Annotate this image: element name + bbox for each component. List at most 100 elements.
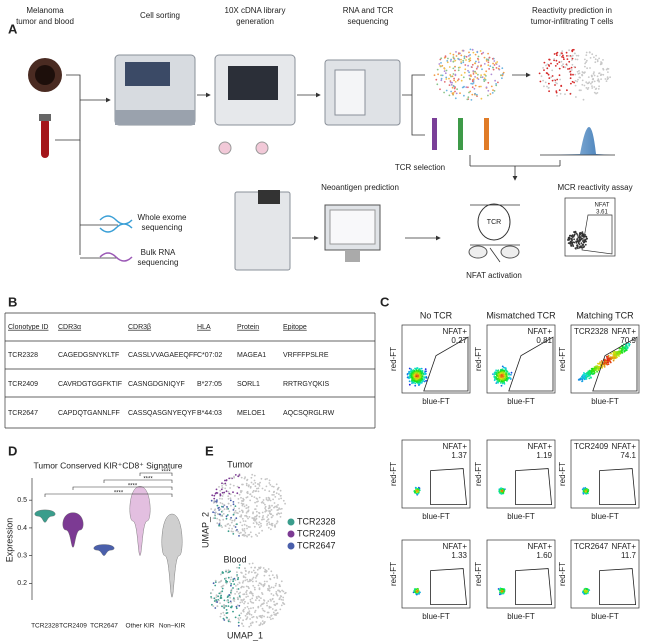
cell-dot	[414, 373, 416, 376]
cell-dot	[495, 83, 497, 85]
cell-dot	[463, 71, 466, 74]
cell-dot	[503, 371, 505, 374]
cell-dot	[554, 84, 556, 86]
cell-dot	[241, 528, 244, 531]
cell-dot	[424, 373, 426, 376]
table-cell: TCR2409	[8, 381, 38, 388]
cell-dot	[268, 490, 271, 493]
cell-dot	[422, 379, 424, 382]
cell-dot	[578, 72, 581, 75]
cell-dot	[576, 80, 579, 83]
cell-dot	[223, 503, 226, 506]
table-cell: RRTRGYQKIS	[283, 381, 329, 388]
cell-dot	[558, 67, 561, 70]
cell-dot	[582, 492, 585, 494]
cell-dot	[577, 242, 580, 245]
cell-dot	[233, 577, 236, 580]
cell-dot	[246, 616, 249, 618]
cell-dot	[224, 479, 226, 482]
gate-value: 3.61	[596, 210, 608, 216]
cell-dot	[241, 517, 244, 520]
computer-screen	[329, 209, 376, 245]
cell-dot	[582, 71, 584, 74]
table-header: Clonotype ID	[8, 324, 48, 331]
cell-dot	[269, 587, 271, 590]
cell-dot	[256, 505, 258, 507]
cell-dot	[251, 616, 254, 619]
cell-dot	[487, 89, 490, 92]
cell-dot	[492, 68, 495, 71]
cell-dot	[471, 93, 474, 96]
cell-dot	[448, 94, 451, 97]
cell-dot	[491, 92, 494, 94]
cell-dot	[585, 375, 588, 377]
cell-dot	[471, 80, 474, 83]
cell-dot	[229, 581, 231, 583]
cell-dot	[227, 620, 230, 623]
cell-dot	[542, 67, 544, 69]
cell-dot	[256, 498, 259, 500]
cell-dot	[603, 366, 606, 368]
cell-dot	[270, 600, 272, 602]
cell-dot	[483, 56, 486, 59]
cell-dot	[253, 525, 256, 528]
cell-dot	[278, 498, 280, 500]
table-cell: CASNGDGNIQYF	[128, 381, 185, 388]
cell-dot	[244, 579, 247, 582]
cell-dot	[572, 241, 574, 244]
cell-dot	[239, 591, 242, 594]
cell-dot	[212, 605, 215, 607]
cell-dot	[571, 57, 574, 60]
cell-dot	[464, 64, 467, 66]
cell-dot	[213, 597, 216, 600]
cell-dot	[419, 591, 421, 594]
cell-dot	[589, 67, 591, 69]
tcr-label: TCR2328	[574, 327, 609, 336]
cell-dot	[245, 496, 248, 499]
cell-dot	[273, 494, 275, 496]
cell-dot	[242, 580, 245, 582]
gate-label: NFAT	[595, 203, 610, 209]
cell-dot	[278, 598, 281, 601]
cell-dot	[607, 71, 609, 73]
cell-dot	[484, 79, 487, 81]
cell-dot	[232, 610, 234, 613]
cell-dot	[218, 581, 220, 584]
cell-dot	[606, 363, 609, 366]
cell-dot	[614, 352, 617, 354]
cell-dot	[471, 48, 474, 51]
cell-dot	[222, 617, 225, 620]
gate-label: NFAT+	[527, 327, 552, 336]
cell-dot	[225, 577, 228, 580]
cell-dot	[598, 365, 601, 368]
cell-dot	[498, 65, 501, 68]
cell-dot	[223, 607, 226, 609]
cell-dot	[227, 569, 230, 572]
cell-dot	[221, 482, 223, 485]
y-tick-label: 0.4	[17, 525, 27, 532]
cell-dot	[554, 65, 557, 67]
cell-dot	[593, 91, 596, 94]
bracket	[103, 479, 173, 483]
cell-dot	[492, 66, 494, 69]
cell-dot	[263, 580, 266, 583]
cell-dot	[538, 72, 541, 75]
cell-dot	[600, 74, 602, 76]
cell-dot	[270, 618, 272, 621]
table-cell: CAGEDGSNYKLTF	[58, 352, 119, 359]
cell-dot	[258, 582, 261, 585]
gate-label: NFAT+	[442, 442, 467, 451]
cell-dot	[245, 585, 248, 588]
cell-dot	[496, 378, 498, 381]
cell-dot	[276, 521, 279, 523]
cell-dot	[227, 595, 230, 598]
cell-dot	[267, 600, 270, 603]
cell-dot	[231, 519, 234, 522]
cell-dot	[408, 377, 410, 380]
cell-dot	[573, 241, 576, 244]
cell-dot	[568, 49, 570, 52]
cell-dot	[261, 607, 264, 610]
cell-dot	[262, 567, 265, 569]
cell-dot	[413, 490, 416, 492]
cell-dot	[229, 620, 232, 623]
